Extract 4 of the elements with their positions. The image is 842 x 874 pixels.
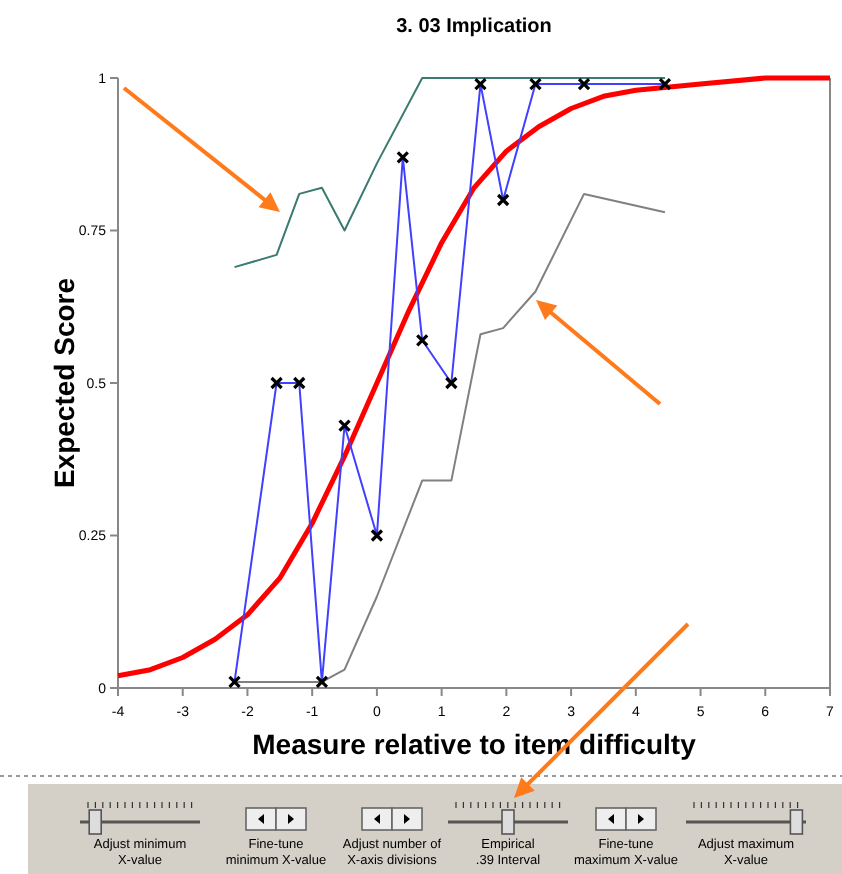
y-axis-title: Expected Score <box>48 277 80 489</box>
line-series <box>233 77 666 269</box>
line-series <box>115 75 833 679</box>
chart-title: 3. 03 Implication <box>396 16 552 38</box>
